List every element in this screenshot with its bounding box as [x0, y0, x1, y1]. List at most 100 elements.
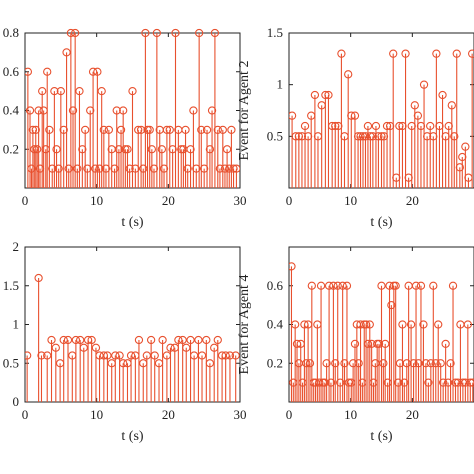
stem-marker	[197, 351, 207, 360]
stem-marker	[134, 335, 144, 345]
x-tick-label: 20	[162, 193, 175, 208]
stem-series	[289, 49, 474, 188]
stem-marker	[95, 351, 104, 360]
stem-marker	[86, 106, 95, 115]
stem-marker	[289, 111, 297, 120]
stem-marker	[424, 378, 433, 387]
stem-marker	[150, 351, 159, 360]
y-tick-label: 0.6	[3, 64, 20, 79]
stem-marker	[125, 164, 134, 173]
stem-marker	[91, 164, 100, 173]
stem-marker	[166, 343, 175, 352]
stem-marker	[354, 359, 363, 368]
y-tick-label: 0.2	[267, 355, 283, 370]
stem-marker	[97, 86, 106, 96]
stem-marker	[366, 132, 375, 141]
stem-marker	[186, 335, 195, 345]
y-tick-label: 0.5	[3, 355, 19, 370]
stem-marker	[66, 28, 76, 38]
stem-marker	[183, 164, 192, 173]
stem-marker	[391, 281, 400, 290]
stem-marker	[385, 281, 394, 290]
stem-marker	[79, 343, 88, 352]
stem-marker	[194, 335, 203, 345]
stem-marker	[181, 125, 190, 135]
stem-marker	[165, 125, 174, 135]
stem-marker	[289, 262, 296, 271]
stem-marker	[207, 106, 217, 115]
stem-marker	[350, 339, 360, 349]
stem-marker	[463, 320, 472, 329]
stem-marker	[431, 359, 440, 368]
stem-marker	[225, 351, 235, 360]
stem-marker	[131, 164, 140, 173]
stem-marker	[413, 111, 423, 120]
stem-marker	[455, 163, 464, 172]
stem-marker	[25, 67, 33, 76]
x-tick-label: 0	[22, 193, 29, 208]
stem-marker	[119, 359, 128, 368]
stem-marker	[145, 125, 154, 135]
stem-marker	[139, 164, 148, 173]
stem-marker	[52, 145, 61, 154]
stem-marker	[205, 359, 215, 368]
stem-marker	[416, 281, 426, 290]
stem-marker	[436, 359, 445, 368]
chart-panel-top-left: 0 10 20 30 0.2 0.4 0.6 0.8 t (s)	[3, 25, 247, 230]
stem-marker	[142, 351, 151, 360]
stem-marker	[331, 359, 340, 368]
y-axis-label: Event for Agent 4	[237, 275, 252, 375]
stem-marker	[429, 281, 438, 290]
stem-marker	[192, 164, 201, 173]
stem-marker	[27, 164, 36, 173]
y-tick-label: 1.5	[267, 25, 283, 40]
stem-marker	[43, 67, 52, 76]
stem-marker	[104, 125, 113, 135]
x-tick-label: 30	[234, 407, 247, 422]
stem-marker	[168, 145, 177, 154]
stem-marker	[59, 125, 68, 135]
x-tick-label: 10	[344, 193, 357, 208]
stem-marker	[147, 145, 156, 154]
stem-marker	[25, 351, 32, 360]
stem-marker	[146, 335, 156, 345]
stem-marker	[157, 145, 167, 154]
stem-marker	[468, 378, 474, 387]
stem-marker	[126, 351, 136, 360]
stem-marker	[62, 48, 71, 57]
stem-marker	[91, 343, 101, 352]
stem-marker	[340, 359, 349, 368]
stem-marker	[75, 86, 84, 96]
y-tick-label: 0.2	[3, 141, 19, 156]
stem-marker	[232, 164, 240, 173]
stem-series	[289, 262, 474, 402]
stem-marker	[337, 49, 346, 58]
stem-marker	[178, 335, 187, 345]
stem-marker	[333, 281, 342, 290]
stem-marker	[47, 335, 56, 345]
y-tick-label: 0.4	[267, 317, 284, 332]
stem-marker	[316, 281, 326, 290]
stem-marker	[387, 300, 396, 310]
stem-marker	[344, 378, 353, 387]
stem-marker	[111, 351, 120, 360]
stem-marker	[400, 378, 409, 387]
stem-marker	[71, 335, 81, 345]
stem-marker	[205, 145, 215, 154]
stem-marker	[112, 106, 121, 115]
stem-marker	[158, 335, 167, 345]
stem-marker	[213, 125, 222, 135]
stem-marker	[136, 125, 146, 135]
stem-marker	[162, 125, 172, 135]
stem-marker	[78, 145, 87, 154]
stem-marker	[76, 335, 85, 345]
stem-marker	[213, 335, 222, 345]
stem-marker	[50, 86, 59, 96]
stem-marker	[310, 90, 320, 100]
x-tick-label: 10	[90, 407, 103, 422]
stem-marker	[374, 339, 384, 349]
stem-marker	[229, 164, 238, 173]
stem-marker	[338, 281, 347, 290]
stem-marker	[434, 320, 443, 329]
stem-marker	[177, 145, 186, 154]
